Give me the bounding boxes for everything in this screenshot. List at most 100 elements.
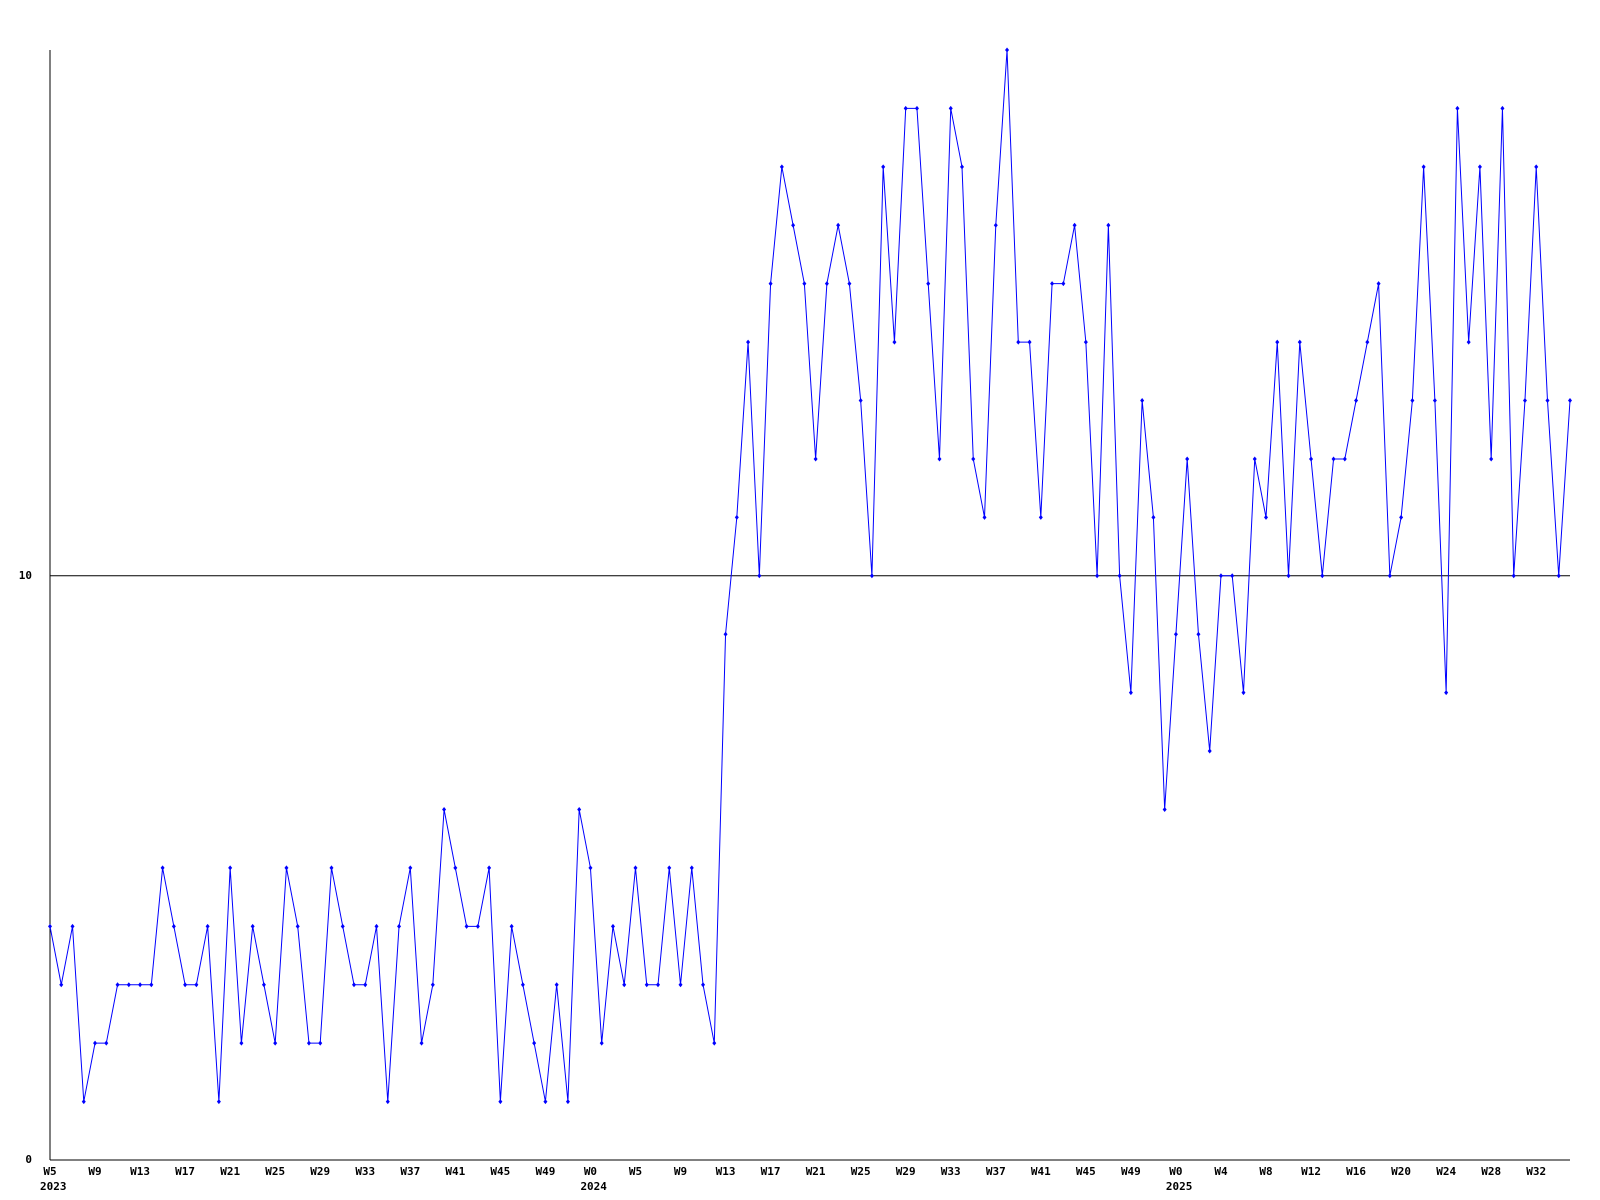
- data-point: [532, 1040, 537, 1046]
- data-point: [982, 514, 987, 520]
- data-point: [1455, 105, 1460, 111]
- data-point: [926, 281, 931, 287]
- data-point: [565, 1099, 570, 1105]
- data-point: [869, 573, 874, 579]
- x-tick-label: W49: [1121, 1165, 1141, 1178]
- data-point: [813, 456, 818, 462]
- data-point: [149, 982, 154, 988]
- x-year-label: 2023: [40, 1180, 67, 1193]
- data-point: [374, 923, 379, 929]
- data-point: [59, 982, 64, 988]
- data-point: [1106, 222, 1111, 228]
- x-tick-label: W33: [941, 1165, 961, 1178]
- data-point: [70, 923, 75, 929]
- x-tick-label: W24: [1436, 1165, 1456, 1178]
- data-point: [1173, 631, 1178, 637]
- data-point: [160, 865, 165, 871]
- data-point: [171, 923, 176, 929]
- data-point: [340, 923, 345, 929]
- data-point: [847, 281, 852, 287]
- x-tick-label: W16: [1346, 1165, 1366, 1178]
- data-point: [622, 982, 627, 988]
- data-point: [678, 982, 683, 988]
- data-point: [239, 1040, 244, 1046]
- x-tick-label: W41: [1031, 1165, 1051, 1178]
- x-tick-label: W21: [220, 1165, 240, 1178]
- x-tick-label: W49: [535, 1165, 555, 1178]
- data-point: [1151, 514, 1156, 520]
- x-tick-label: W45: [490, 1165, 510, 1178]
- data-point: [329, 865, 334, 871]
- data-point: [1500, 105, 1505, 111]
- y-tick-label: 0: [25, 1153, 32, 1166]
- data-point: [791, 222, 796, 228]
- data-point: [836, 222, 841, 228]
- x-tick-label: W9: [88, 1165, 101, 1178]
- data-point: [993, 222, 998, 228]
- x-tick-label: W29: [310, 1165, 330, 1178]
- x-tick-label: W5: [629, 1165, 642, 1178]
- data-point: [948, 105, 953, 111]
- x-tick-label: W32: [1526, 1165, 1546, 1178]
- data-point: [306, 1040, 311, 1046]
- data-point: [1016, 339, 1021, 345]
- data-point: [1095, 573, 1100, 579]
- data-point: [1568, 398, 1572, 404]
- data-point: [138, 982, 143, 988]
- data-point: [1027, 339, 1032, 345]
- data-point: [295, 923, 300, 929]
- data-point: [1230, 573, 1235, 579]
- data-point: [352, 982, 356, 988]
- data-point: [228, 865, 233, 871]
- data-point: [509, 923, 514, 929]
- x-tick-label: W8: [1259, 1165, 1272, 1178]
- data-point: [577, 806, 582, 812]
- data-point: [1489, 456, 1494, 462]
- data-point: [1252, 456, 1257, 462]
- data-point: [1444, 690, 1449, 696]
- data-point: [475, 923, 480, 929]
- data-point: [712, 1040, 717, 1046]
- data-point: [250, 923, 255, 929]
- data-point: [1005, 47, 1010, 53]
- data-point: [610, 923, 615, 929]
- data-point: [599, 1040, 604, 1046]
- data-point: [633, 865, 638, 871]
- data-point: [1376, 281, 1381, 287]
- data-point: [824, 281, 829, 287]
- x-year-label: 2025: [1166, 1180, 1193, 1193]
- data-point: [881, 164, 886, 170]
- data-point: [419, 1040, 424, 1046]
- data-point: [498, 1099, 503, 1105]
- data-point: [520, 982, 525, 988]
- x-tick-label: W17: [175, 1165, 195, 1178]
- data-point: [194, 982, 199, 988]
- x-tick-label: W21: [806, 1165, 826, 1178]
- x-tick-label: W25: [851, 1165, 871, 1178]
- data-point: [667, 865, 672, 871]
- x-tick-label: W25: [265, 1165, 285, 1178]
- data-point: [746, 339, 751, 345]
- data-point: [1196, 631, 1201, 637]
- data-point: [363, 982, 368, 988]
- data-point: [1534, 164, 1539, 170]
- x-tick-label: W12: [1301, 1165, 1321, 1178]
- data-point: [1275, 339, 1280, 345]
- data-point: [1297, 339, 1302, 345]
- data-point: [205, 923, 210, 929]
- y-tick-label: 10: [19, 569, 32, 582]
- data-point: [1241, 690, 1246, 696]
- data-point: [1185, 456, 1190, 462]
- x-tick-label: W45: [1076, 1165, 1096, 1178]
- x-tick-label: W5: [43, 1165, 56, 1178]
- data-point: [1140, 398, 1145, 404]
- data-point: [1556, 573, 1561, 579]
- data-point: [768, 281, 773, 287]
- data-point: [1162, 806, 1167, 812]
- data-point: [656, 982, 660, 988]
- x-tick-label: W4: [1214, 1165, 1228, 1178]
- x-tick-label: W0: [584, 1165, 597, 1178]
- x-tick-label: W37: [986, 1165, 1006, 1178]
- data-point: [701, 982, 706, 988]
- data-point: [971, 456, 976, 462]
